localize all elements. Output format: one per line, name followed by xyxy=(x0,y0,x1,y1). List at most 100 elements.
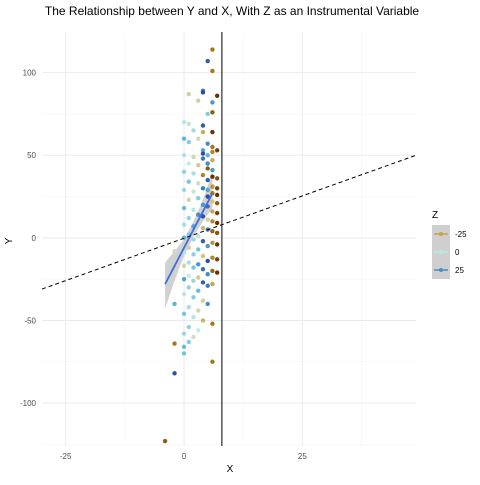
y-tick-label: -50 xyxy=(24,316,36,325)
data-point xyxy=(210,229,215,234)
data-point xyxy=(186,305,191,310)
data-point xyxy=(200,151,206,156)
data-point xyxy=(214,210,220,216)
minor-grid xyxy=(42,33,416,446)
data-point xyxy=(196,212,201,217)
data-point xyxy=(205,217,210,222)
data-point xyxy=(210,209,215,214)
data-point xyxy=(214,192,220,198)
data-point xyxy=(162,438,168,444)
data-point xyxy=(210,184,215,189)
data-point xyxy=(186,215,191,221)
data-point xyxy=(205,194,210,199)
data-point xyxy=(200,156,206,161)
y-tick-label: 0 xyxy=(32,234,37,243)
chart-title: The Relationship between Y and X, With Z… xyxy=(45,4,420,18)
legend-label: 0 xyxy=(455,248,460,257)
data-point xyxy=(210,255,215,260)
major-grid xyxy=(42,33,416,446)
data-point xyxy=(196,233,201,239)
legend-key-point xyxy=(439,232,443,236)
data-point xyxy=(191,278,196,283)
data-point xyxy=(186,245,191,250)
data-point xyxy=(200,280,206,285)
data-point xyxy=(210,167,215,173)
data-point xyxy=(181,344,187,350)
data-point xyxy=(191,207,196,212)
legend-title: Z xyxy=(432,210,438,221)
legend-label: -25 xyxy=(455,230,467,239)
data-point xyxy=(181,311,187,317)
data-point xyxy=(191,171,196,176)
data-point xyxy=(181,169,187,174)
data-point xyxy=(186,197,191,203)
data-point xyxy=(205,258,210,264)
data-point xyxy=(210,240,215,246)
data-point xyxy=(200,202,206,208)
data-point xyxy=(196,98,201,103)
data-point xyxy=(196,136,201,141)
legend: Z -25 0 25 xyxy=(432,210,467,279)
data-point xyxy=(200,253,206,259)
points-layer xyxy=(162,47,220,444)
data-point xyxy=(191,237,196,242)
data-point xyxy=(200,298,206,303)
data-point xyxy=(210,199,215,204)
y-tick-label: 100 xyxy=(23,69,37,78)
data-point xyxy=(214,200,220,206)
data-point xyxy=(214,242,220,247)
data-point xyxy=(191,154,196,160)
data-point xyxy=(196,196,201,201)
data-point xyxy=(214,270,220,275)
data-point xyxy=(200,129,206,135)
data-point xyxy=(196,328,201,333)
data-point xyxy=(181,120,187,125)
data-point xyxy=(200,225,206,231)
data-point xyxy=(205,141,210,146)
data-point xyxy=(172,341,177,346)
data-point xyxy=(210,281,215,287)
data-point xyxy=(210,268,215,274)
data-point xyxy=(186,260,191,265)
data-point xyxy=(181,291,187,297)
data-point xyxy=(186,285,191,290)
data-point xyxy=(191,265,196,270)
data-point xyxy=(200,123,206,128)
reference-lines-layer xyxy=(41,32,417,446)
x-tick-label: 25 xyxy=(298,452,307,461)
data-point xyxy=(181,187,187,193)
data-point xyxy=(214,230,220,236)
data-point xyxy=(205,58,210,64)
x-tick-label: 0 xyxy=(182,452,187,461)
data-point xyxy=(210,321,215,326)
x-axis-title: X xyxy=(227,464,234,475)
data-point xyxy=(172,248,177,254)
data-point xyxy=(181,222,187,227)
data-point xyxy=(205,271,210,277)
data-point xyxy=(205,153,210,158)
data-point xyxy=(191,295,196,300)
data-point xyxy=(191,252,196,257)
data-point xyxy=(172,371,177,376)
data-point xyxy=(214,257,220,262)
data-point xyxy=(200,148,206,153)
data-point xyxy=(196,162,201,168)
data-point xyxy=(186,324,191,330)
y-tick-label: 50 xyxy=(27,151,36,160)
data-point xyxy=(205,283,210,288)
data-point xyxy=(205,161,210,166)
legend-key-point xyxy=(439,268,443,272)
data-point xyxy=(210,144,215,150)
data-point xyxy=(181,276,187,282)
data-point xyxy=(210,110,215,115)
data-point xyxy=(186,339,191,345)
data-point xyxy=(210,158,215,163)
data-point xyxy=(181,205,187,211)
data-point xyxy=(196,308,201,313)
legend-key-point xyxy=(439,250,443,254)
data-point xyxy=(214,148,220,153)
data-point xyxy=(200,267,206,272)
data-point xyxy=(181,136,187,141)
data-point xyxy=(191,128,196,133)
